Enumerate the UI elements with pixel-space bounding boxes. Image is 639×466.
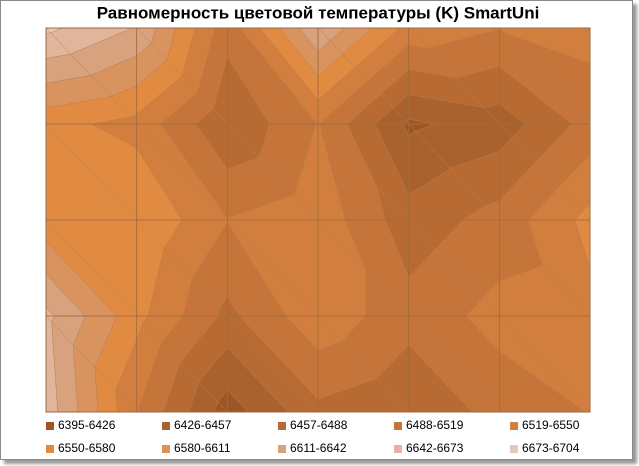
legend-swatch	[162, 445, 170, 453]
plot-border	[45, 27, 591, 413]
legend-swatch	[278, 422, 286, 430]
legend-label: 6488-6519	[406, 418, 464, 432]
legend-label: 6642-6673	[406, 441, 464, 455]
legend-label: 6611-6642	[290, 441, 347, 455]
chart-title: Равномерность цветовой температуры (K) S…	[97, 3, 540, 22]
legend-swatch	[394, 422, 402, 430]
legend-label: 6673-6704	[522, 441, 580, 455]
legend-swatch	[394, 445, 402, 453]
grid	[46, 28, 590, 412]
legend-label: 6550-6580	[58, 441, 116, 455]
legend-swatch	[510, 445, 518, 453]
legend-swatch	[162, 422, 170, 430]
legend-label: 6519-6550	[522, 418, 580, 432]
legend-label: 6395-6426	[58, 418, 116, 432]
legend-swatch	[278, 445, 286, 453]
legend-swatch	[46, 445, 54, 453]
legend-swatch	[510, 422, 518, 430]
legend-label: 6426-6457	[174, 418, 232, 432]
legend-label: 6457-6488	[290, 418, 348, 432]
legend-swatch	[46, 422, 54, 430]
legend-label: 6580-6611	[174, 441, 231, 455]
